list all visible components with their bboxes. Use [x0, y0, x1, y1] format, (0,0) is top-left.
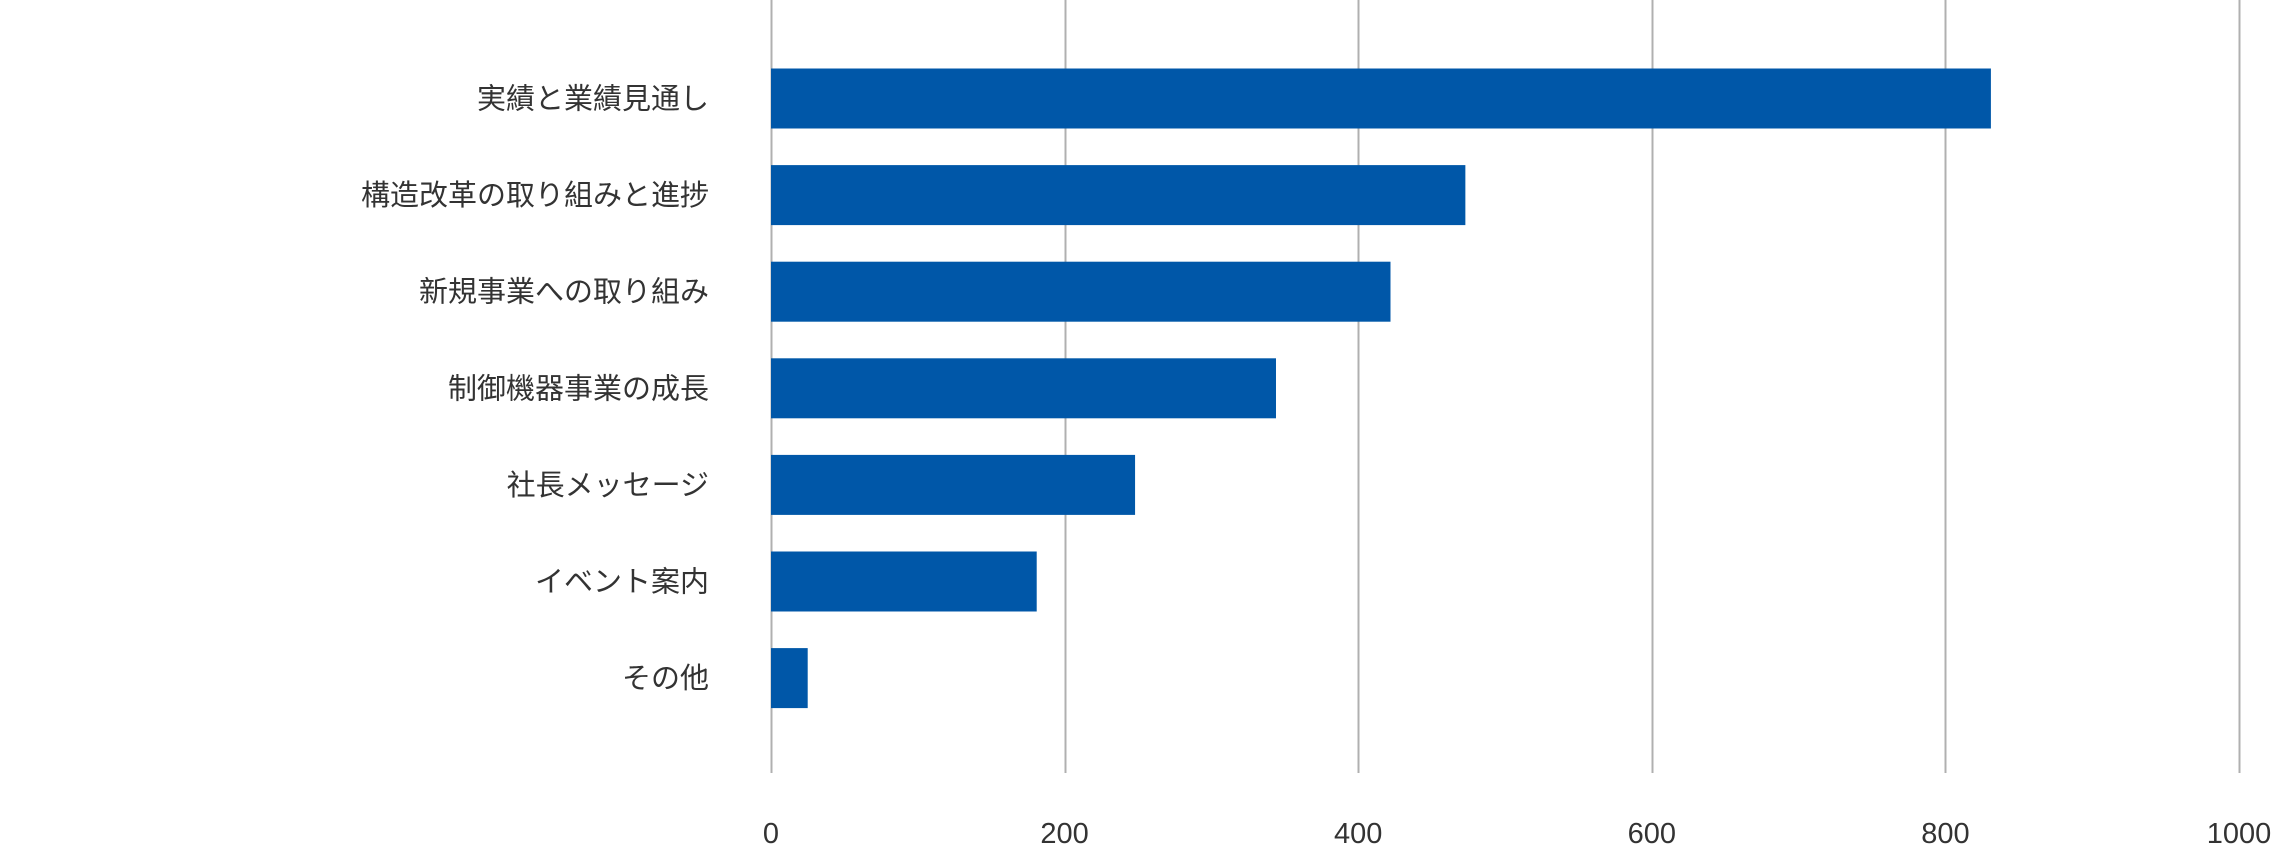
x-tick-label: 200: [1040, 818, 1088, 850]
x-tick-label: 400: [1334, 818, 1382, 850]
category-label: 制御機器事業の成長: [448, 371, 709, 405]
category-labels: 実績と業績見通し構造改革の取り組みと進捗新規事業への取り組み制御機器事業の成長社…: [361, 82, 709, 696]
x-tick-label: 0: [763, 818, 779, 850]
category-label: 実績と業績見通し: [477, 82, 709, 116]
bar: [771, 648, 808, 709]
x-tick-label: 1000: [2207, 818, 2272, 850]
x-tick-label: 600: [1628, 818, 1676, 850]
category-label: 社長メッセージ: [507, 468, 709, 502]
category-label: 新規事業への取り組み: [419, 275, 709, 309]
x-tick-label: 800: [1921, 818, 1969, 850]
bar: [771, 358, 1276, 419]
category-label: イベント案内: [535, 565, 709, 599]
bar: [771, 68, 1991, 129]
bar: [771, 261, 1391, 322]
bars: [771, 68, 1991, 709]
category-label: 構造改革の取り組みと進捗: [361, 178, 709, 212]
gridlines: [770, 0, 2241, 773]
bar: [771, 551, 1037, 612]
x-tick-labels: 0 200 400 600 800 1000: [763, 818, 2271, 850]
bar: [771, 454, 1136, 515]
category-label: その他: [622, 661, 709, 695]
bar: [771, 165, 1466, 226]
